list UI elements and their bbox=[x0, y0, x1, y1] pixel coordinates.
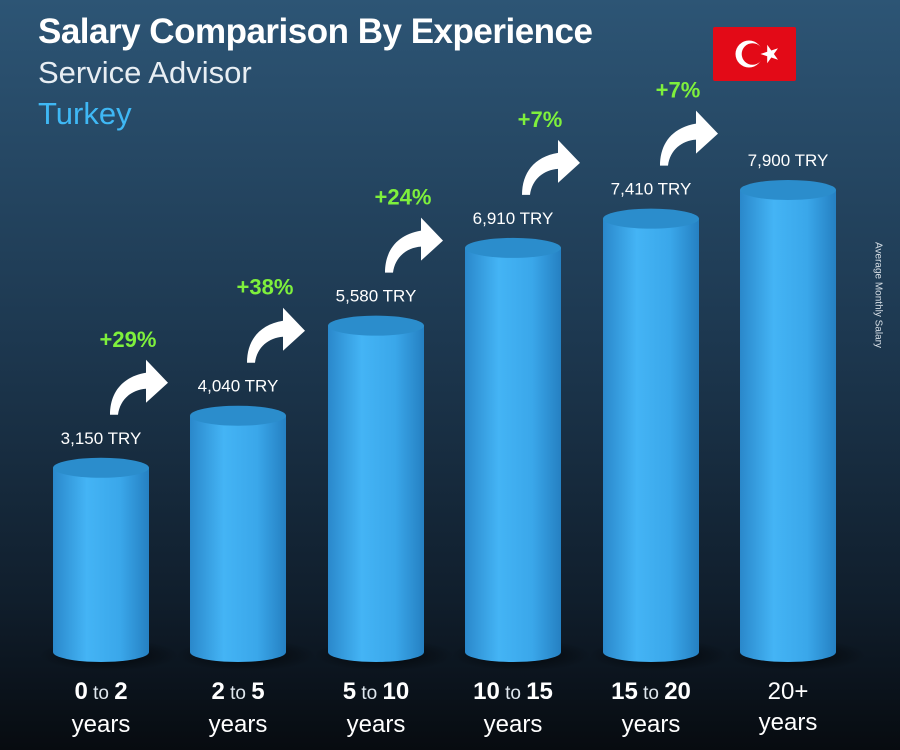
crescent-star-icon bbox=[735, 40, 778, 68]
category-unit: years bbox=[621, 711, 681, 738]
category-unit: years bbox=[346, 711, 406, 738]
increase-label: +29% bbox=[100, 327, 157, 352]
increase-arrow-icon bbox=[660, 110, 718, 166]
category-label: 20+ years bbox=[718, 676, 858, 738]
category-range: 20+ bbox=[718, 676, 858, 707]
bar-3 bbox=[451, 237, 591, 671]
category-unit: years bbox=[71, 711, 131, 738]
range-to: 2 bbox=[114, 678, 128, 705]
bar-body bbox=[190, 415, 286, 662]
bar-5 bbox=[726, 180, 866, 671]
category-range: 0 to 2 bbox=[31, 676, 171, 709]
value-label: 6,910 TRY bbox=[473, 209, 554, 228]
increase-arrow-icon bbox=[247, 307, 305, 363]
bar-body bbox=[53, 467, 149, 662]
bar-body bbox=[603, 218, 699, 662]
increase-label: +7% bbox=[656, 78, 701, 103]
range-from: 20+ bbox=[767, 678, 809, 705]
bar-2 bbox=[314, 315, 454, 671]
category-range: 10 to 15 bbox=[443, 676, 583, 709]
range-to: 5 bbox=[251, 678, 265, 705]
bar-4 bbox=[589, 208, 729, 671]
category-unit: years bbox=[483, 711, 543, 738]
category-label: 0 to 2 years bbox=[31, 676, 171, 740]
range-to: 15 bbox=[526, 678, 553, 705]
increase-arrow-icon bbox=[110, 359, 168, 415]
value-label: 3,150 TRY bbox=[61, 429, 142, 448]
value-label: 7,900 TRY bbox=[748, 151, 829, 170]
job-title: Service Advisor bbox=[38, 55, 252, 90]
range-word: to bbox=[87, 683, 115, 704]
category-range: 5 to 10 bbox=[306, 676, 446, 709]
value-label: 4,040 TRY bbox=[198, 377, 279, 396]
range-to: 10 bbox=[382, 678, 410, 705]
range-word: to bbox=[499, 683, 527, 704]
increase-arrow-icon bbox=[522, 139, 580, 195]
value-label: 7,410 TRY bbox=[611, 180, 692, 199]
increase-label: +38% bbox=[237, 275, 294, 300]
category-label: 15 to 20 years bbox=[581, 676, 721, 740]
range-word: to bbox=[224, 683, 252, 704]
bar-top bbox=[465, 237, 561, 258]
category-label: 10 to 15 years bbox=[443, 676, 583, 740]
range-to: 20 bbox=[664, 678, 691, 705]
range-from: 15 bbox=[611, 678, 638, 705]
arrow-shape bbox=[247, 307, 305, 363]
range-from: 0 bbox=[74, 678, 88, 705]
category-range: 2 to 5 bbox=[168, 676, 308, 709]
bar-top bbox=[740, 180, 836, 200]
range-from: 10 bbox=[473, 678, 500, 705]
bar-body bbox=[465, 247, 561, 662]
country-name: Turkey bbox=[38, 96, 132, 131]
value-label: 5,580 TRY bbox=[336, 287, 417, 306]
arrow-shape bbox=[660, 110, 718, 166]
category-unit: years bbox=[758, 709, 818, 736]
bar-body bbox=[740, 190, 836, 662]
bar-top bbox=[328, 315, 424, 336]
increase-arrow-icon bbox=[385, 217, 443, 273]
arrow-shape bbox=[385, 217, 443, 273]
bar-top bbox=[53, 457, 149, 478]
arrow-shape bbox=[522, 139, 580, 195]
bar-0 bbox=[39, 457, 179, 671]
category-label: 5 to 10 years bbox=[306, 676, 446, 740]
category-label: 2 to 5 years bbox=[168, 676, 308, 740]
bar-top bbox=[603, 208, 699, 229]
range-from: 2 bbox=[211, 678, 225, 705]
page-title: Salary Comparison By Experience bbox=[38, 12, 593, 51]
range-word: to bbox=[637, 683, 665, 704]
increase-label: +24% bbox=[375, 185, 432, 210]
increase-label: +7% bbox=[518, 107, 563, 132]
turkey-flag-icon bbox=[713, 27, 796, 81]
bar-top bbox=[190, 405, 286, 426]
bar-1 bbox=[176, 405, 316, 671]
arrow-shape bbox=[110, 359, 168, 415]
category-range: 15 to 20 bbox=[581, 676, 721, 709]
range-from: 5 bbox=[342, 678, 357, 705]
range-word: to bbox=[356, 683, 383, 704]
bar-body bbox=[328, 325, 424, 662]
category-unit: years bbox=[208, 711, 268, 738]
